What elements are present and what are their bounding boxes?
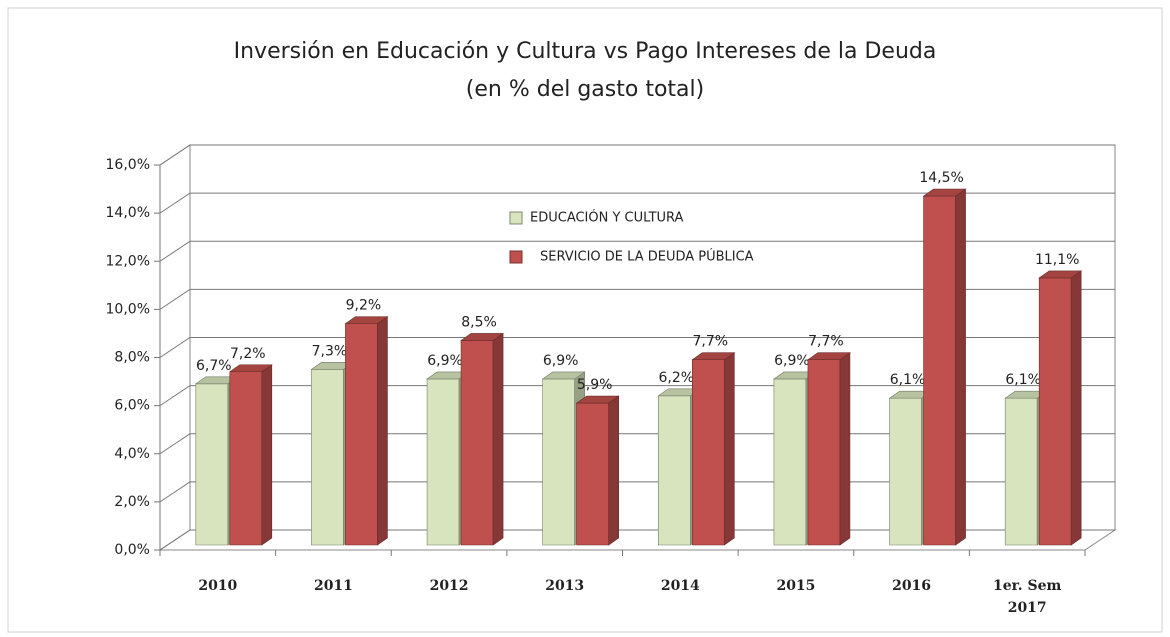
- value-label: 7,3%: [312, 343, 348, 359]
- chart-subtitle: (en % del gasto total): [466, 77, 704, 102]
- bar-face: [377, 316, 388, 546]
- bar-face: [773, 378, 807, 546]
- bar-face: [806, 352, 851, 361]
- bar-face: [724, 352, 735, 546]
- y-tick-label: 14,0%: [106, 205, 150, 221]
- value-label: 14,5%: [919, 170, 963, 186]
- bar: [344, 316, 389, 546]
- bar-face: [460, 333, 505, 341]
- y-tick-label: 0,0%: [114, 542, 150, 558]
- bar-face: [492, 332, 504, 546]
- value-label: 9,2%: [346, 298, 382, 314]
- bar-face: [658, 395, 691, 546]
- bar-face: [229, 371, 263, 546]
- legend-swatch: [509, 211, 523, 225]
- y-tick-label: 2,0%: [114, 494, 150, 510]
- bar-face: [460, 340, 494, 546]
- y-tick-label: 6,0%: [114, 398, 150, 414]
- bar: [228, 364, 273, 546]
- bar-face: [955, 188, 966, 546]
- bar-face: [345, 323, 378, 546]
- value-label: 7,7%: [808, 334, 844, 350]
- x-tick-label: 1er. Sem 2017: [993, 578, 1062, 616]
- x-tick-label: 2013: [545, 578, 584, 594]
- bar-face: [1004, 397, 1038, 546]
- value-label: 6,9%: [774, 353, 810, 369]
- grid-line: [159, 337, 1115, 358]
- x-tick-label: 2014: [661, 578, 700, 594]
- bar-face: [608, 395, 619, 546]
- x-tick-label: 2015: [776, 578, 815, 594]
- legend-swatch: [509, 250, 523, 264]
- bar-face: [195, 383, 229, 546]
- value-label: 11,1%: [1035, 252, 1079, 268]
- bar-face: [311, 369, 344, 546]
- bar: [575, 395, 620, 546]
- y-tick-label: 8,0%: [114, 350, 150, 366]
- x-tick-label: 2011: [314, 578, 353, 594]
- y-tick-label: 16,0%: [106, 157, 150, 173]
- bar-face: [344, 316, 389, 324]
- bar-face: [575, 395, 620, 404]
- bar: [460, 332, 505, 546]
- grid-line: [159, 288, 1115, 310]
- x-tick-label: 2010: [198, 578, 237, 594]
- value-label: 6,9%: [543, 353, 579, 369]
- chart-title: Inversión en Educación y Cultura vs Pago…: [234, 39, 937, 64]
- y-tick-label: 4,0%: [114, 446, 150, 462]
- bar-face: [541, 371, 586, 380]
- value-label: 5,9%: [577, 377, 613, 393]
- bar-face: [1038, 270, 1083, 279]
- bar-face: [692, 359, 725, 546]
- value-label: 8,5%: [461, 314, 497, 330]
- bar-face: [228, 364, 273, 373]
- bar: [691, 352, 736, 546]
- bar-face: [1038, 277, 1072, 546]
- bar: [922, 188, 967, 546]
- legend-label: SERVICIO DE LA DEUDA PÚBLICA: [540, 249, 754, 265]
- value-label: 6,1%: [1005, 372, 1041, 388]
- floor: [158, 529, 1117, 551]
- bar-face: [576, 402, 609, 546]
- x-tick-label: 2016: [892, 578, 931, 594]
- bar-face: [889, 397, 922, 546]
- y-tick-label: 12,0%: [106, 253, 150, 269]
- y-tick-label: 10,0%: [106, 301, 150, 317]
- bar-face: [691, 352, 736, 361]
- bar-face: [542, 378, 575, 546]
- bar-face: [839, 352, 851, 546]
- bar: [806, 352, 851, 546]
- bar-face: [922, 188, 967, 197]
- value-label: 6,7%: [196, 358, 232, 374]
- bar-face: [426, 378, 460, 546]
- bar: [1038, 270, 1083, 546]
- grid-line: [159, 240, 1115, 262]
- grid-line: [159, 144, 1115, 166]
- bar-face: [923, 195, 956, 546]
- x-tick-label: 2012: [430, 578, 469, 594]
- bar-face: [261, 364, 273, 546]
- value-label: 6,2%: [659, 370, 695, 386]
- legend-label: EDUCACIÓN Y CULTURA: [530, 210, 684, 226]
- value-label: 6,9%: [427, 353, 463, 369]
- grid-line: [159, 192, 1115, 214]
- bar-face: [807, 359, 841, 546]
- bar-face: [1070, 270, 1082, 546]
- value-label: 7,2%: [230, 346, 266, 362]
- value-label: 6,1%: [890, 372, 926, 388]
- value-label: 7,7%: [693, 334, 729, 350]
